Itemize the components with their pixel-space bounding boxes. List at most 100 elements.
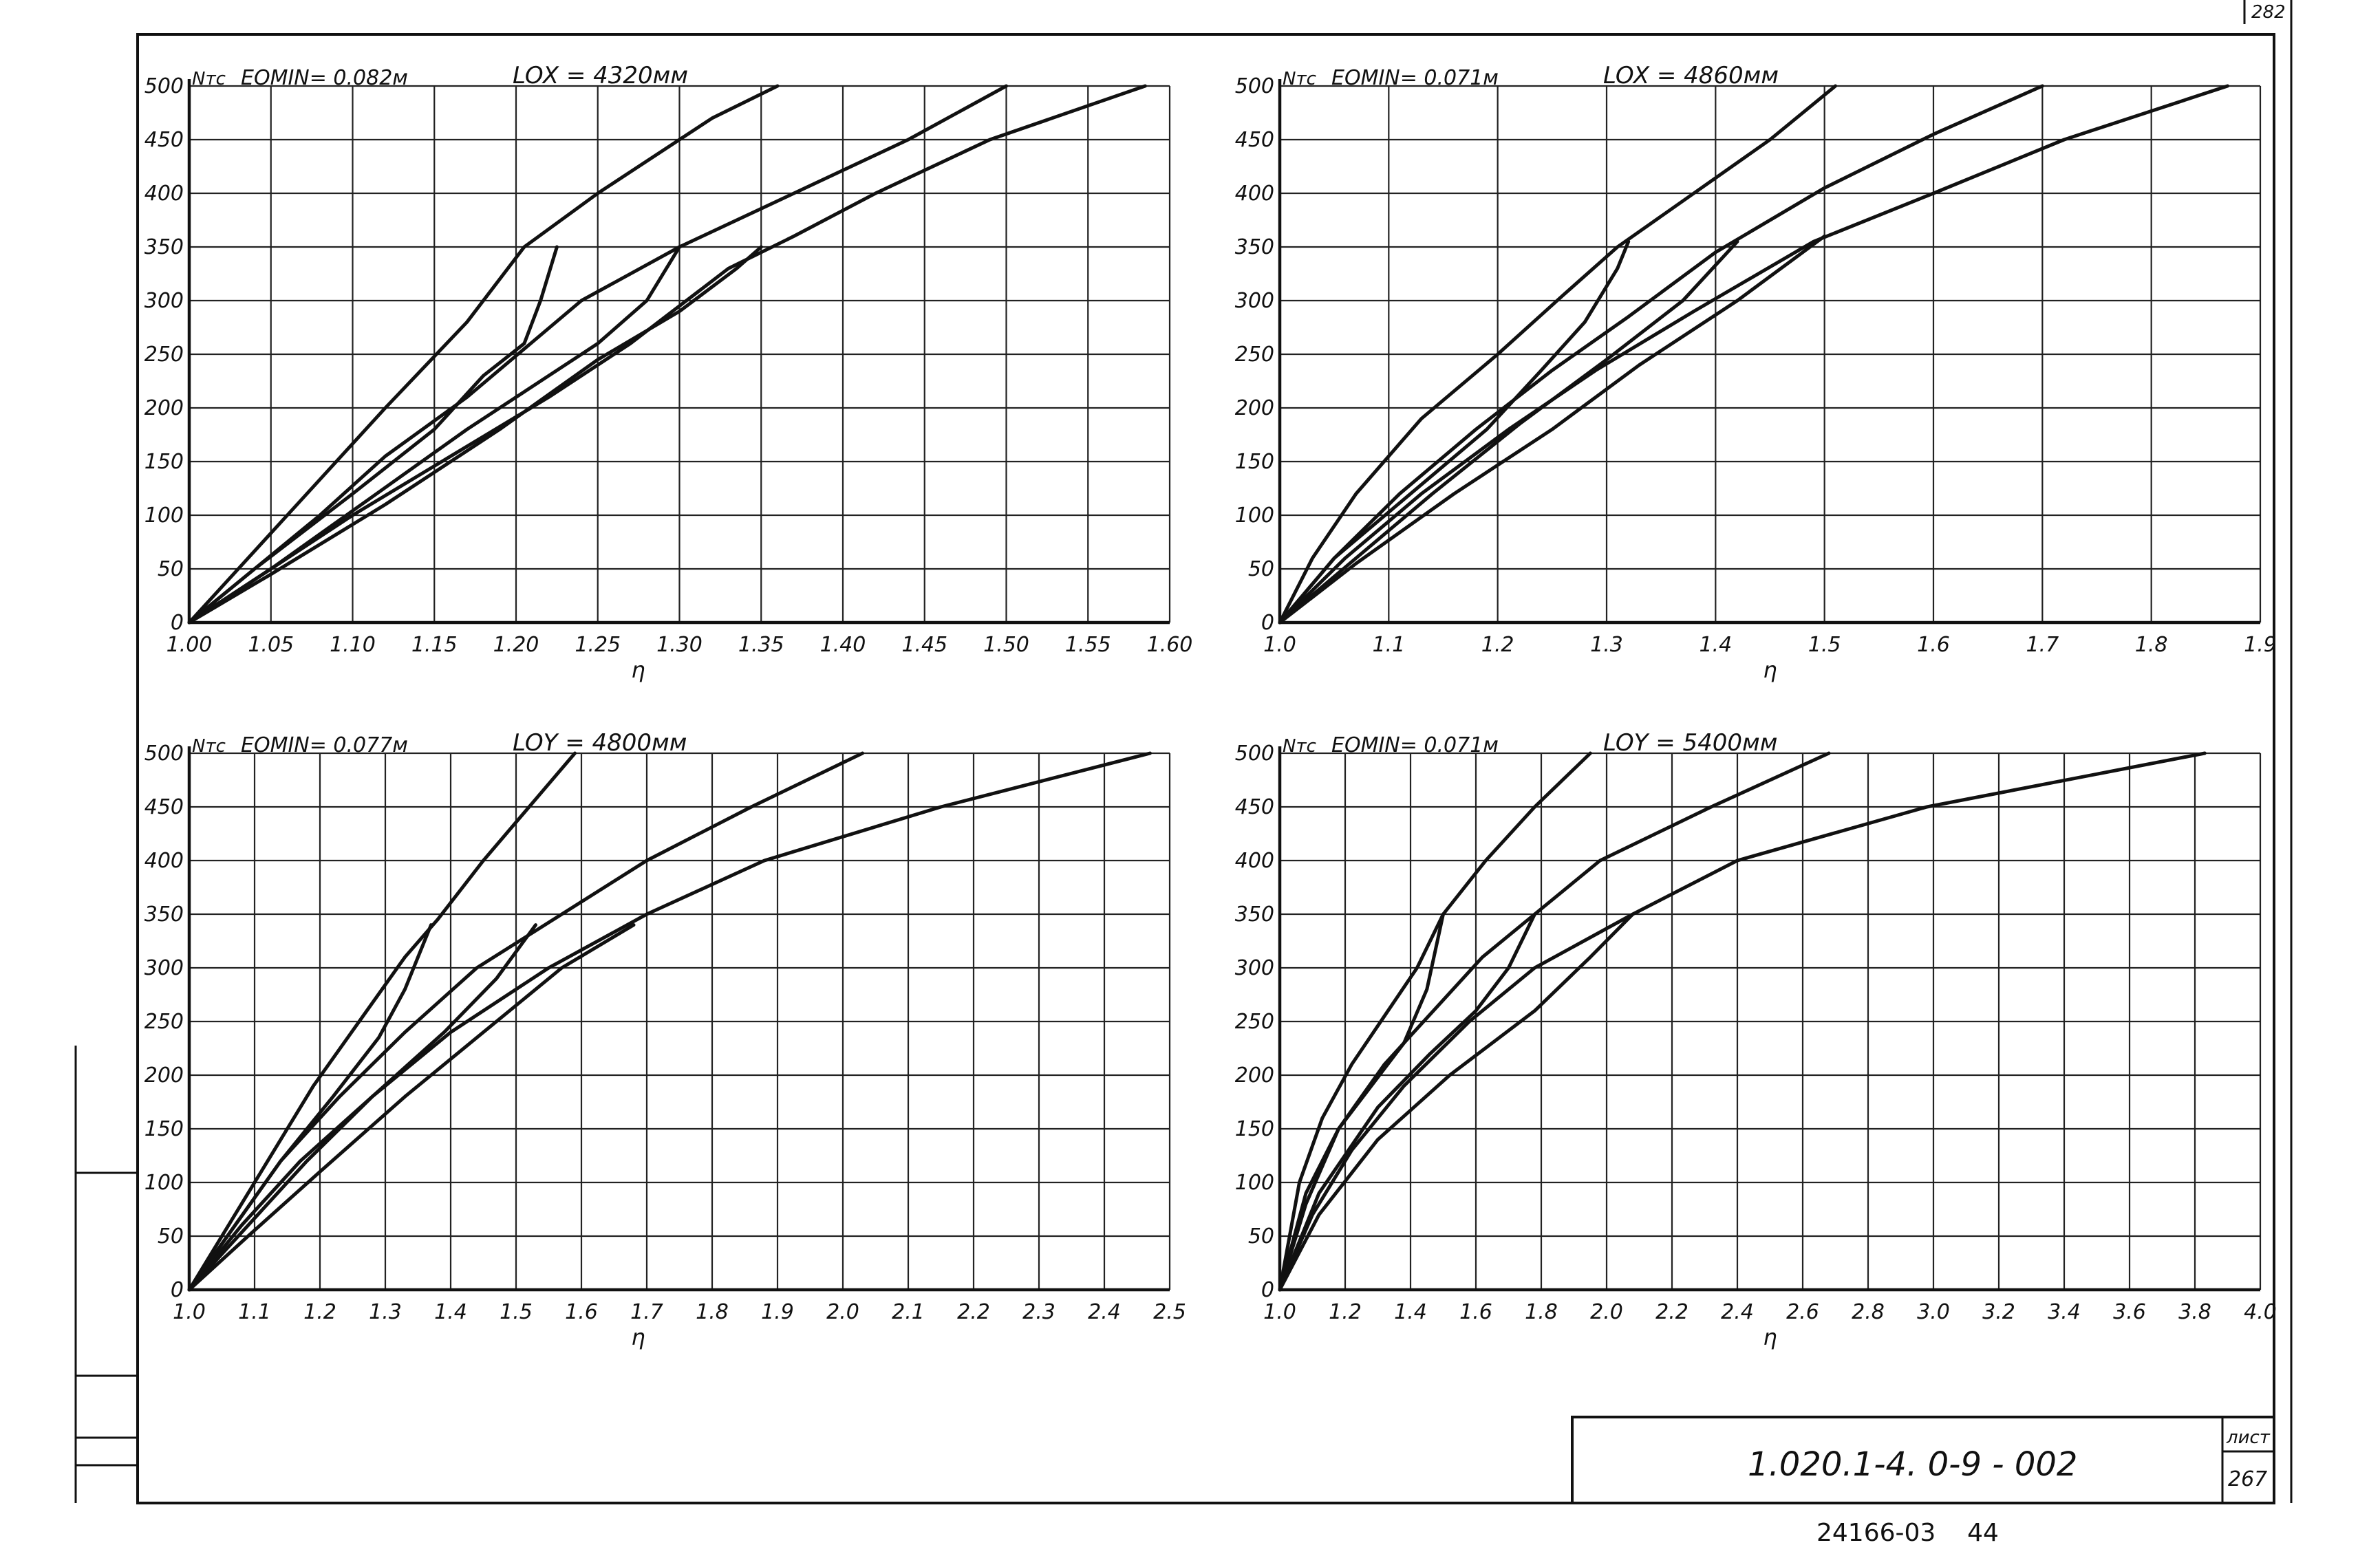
y-tick-label: 500: [144, 742, 184, 766]
x-tick-label: 1.9: [2244, 633, 2277, 657]
series-line-6: [187, 245, 763, 625]
x-axis-label: η: [631, 1324, 645, 1350]
y-tick-label: 200: [1235, 1063, 1274, 1088]
y-tick-label: 150: [144, 1117, 184, 1141]
chart-loy-4800: 1.0 1.1 1.2 1.3 1.4 1.5 1.6 1.7 1.8 1.9 2.0 2.1 2.2 2…: [144, 729, 1186, 1350]
eomin-label: EOMIN= 0.082м: [241, 66, 408, 90]
y-unit-label: Nтс: [192, 69, 226, 89]
series-line-4: [1278, 239, 1631, 625]
x-tick-label: 2.4: [1088, 1300, 1121, 1324]
y-tick-label: 150: [1235, 450, 1274, 474]
y-tick-label: 350: [1235, 903, 1274, 927]
series-line-1: [187, 751, 577, 1292]
length-label: LOY = 4800мм: [513, 729, 687, 757]
x-tick-label: 3.4: [2048, 1300, 2081, 1324]
x-tick-label: 1.8: [696, 1300, 729, 1324]
y-tick-label: 0: [171, 1278, 184, 1302]
y-tick-label: 150: [144, 450, 184, 474]
series-line-6: [1278, 912, 1635, 1292]
y-tick-label: 200: [144, 1063, 184, 1088]
x-tick-label: 1.55: [1065, 633, 1111, 657]
y-tick-label: 400: [1235, 849, 1274, 873]
eomin-label: EOMIN= 0.077м: [241, 733, 408, 757]
x-tick-label: 1.0: [1263, 633, 1296, 657]
y-tick-label: 0: [1261, 611, 1274, 635]
series-line-6: [1278, 234, 1827, 625]
x-tick-label: 1.05: [248, 633, 294, 657]
x-tick-label: 2.1: [892, 1300, 925, 1324]
y-tick-label: 450: [1235, 128, 1274, 152]
x-tick-label: 1.2: [1481, 633, 1514, 657]
y-tick-label: 200: [144, 396, 184, 420]
x-tick-label: 1.40: [820, 633, 866, 657]
x-tick-label: 4.0: [2244, 1300, 2277, 1324]
y-tick-label: 450: [144, 128, 184, 152]
y-tick-label: 50: [1248, 1224, 1274, 1249]
x-tick-label: 1.1: [1372, 633, 1405, 657]
eomin-label: EOMIN= 0.071м: [1331, 66, 1499, 90]
series-line-2: [1278, 84, 2044, 625]
x-tick-label: 1.6: [565, 1300, 598, 1324]
series-line-5: [187, 923, 537, 1292]
x-tick-label: 1.15: [411, 633, 458, 657]
corner-number: 282: [2251, 2, 2286, 23]
series-line-6: [187, 923, 636, 1292]
y-tick-label: 450: [144, 795, 184, 819]
y-tick-label: 0: [171, 611, 184, 635]
y-tick-label: 300: [1235, 956, 1274, 980]
chart-lox-4320: 1.00 1.05 1.10 1.15 1.20 1.25 1.30 1.35 1.40 1.45…: [144, 62, 1193, 683]
x-tick-label: 2.0: [1590, 1300, 1623, 1324]
x-tick-label: 1.6: [1459, 1300, 1492, 1324]
y-unit-label: Nтс: [1283, 736, 1316, 757]
x-tick-label: 3.0: [1917, 1300, 1950, 1324]
x-tick-label: 1.7: [2026, 633, 2059, 657]
y-tick-label: 400: [1235, 182, 1274, 206]
sheet-label: лист: [2226, 1427, 2271, 1448]
x-tick-label: 2.2: [1655, 1300, 1688, 1324]
title-block: 1.020.1-4. 0-9 - 002 лист 267: [1571, 1416, 2275, 1504]
series-line-2: [1278, 751, 1831, 1292]
series-line-5: [187, 245, 681, 625]
chart-loy-5400: 1.0 1.2 1.4 1.6 1.8 2.0 2.2 2.4 2.6 2.8 3.0 3.2 3.4 3…: [1235, 729, 2277, 1350]
x-axis-label: η: [631, 657, 645, 683]
x-tick-label: 1.30: [656, 633, 703, 657]
y-tick-label: 250: [1235, 1010, 1274, 1034]
series-line-2: [187, 84, 1008, 625]
series-line-1: [187, 84, 780, 625]
x-tick-label: 2.3: [1022, 1300, 1055, 1324]
x-axis-label: η: [1763, 1324, 1777, 1350]
y-tick-label: 500: [1235, 742, 1274, 766]
x-tick-label: 1.5: [1808, 633, 1841, 657]
y-tick-label: 150: [1235, 1117, 1274, 1141]
y-tick-label: 500: [1235, 74, 1274, 98]
y-tick-label: 50: [1248, 557, 1274, 581]
x-tick-label: 1.10: [330, 633, 376, 657]
x-tick-label: 1.25: [575, 633, 621, 657]
document-code: 1.020.1-4. 0-9 - 002: [1748, 1445, 2077, 1484]
series-line-3: [187, 84, 1147, 625]
y-tick-label: 400: [144, 849, 184, 873]
x-tick-label: 1.60: [1147, 633, 1193, 657]
y-tick-label: 500: [144, 74, 184, 98]
y-tick-label: 400: [144, 182, 184, 206]
y-unit-label: Nтс: [192, 736, 226, 757]
left-binding-strip: [74, 1046, 138, 1503]
x-tick-label: 1.9: [761, 1300, 794, 1324]
title-block-frame: [1571, 1416, 2275, 1504]
y-tick-label: 350: [144, 903, 184, 927]
y-tick-label: 250: [1235, 343, 1274, 367]
chart-lox-4860: 1.0 1.1 1.2 1.3 1.4 1.5 1.6 1.7 1.8 1.9 0 50 100 150 2…: [1235, 62, 2277, 683]
series-line-3: [1278, 84, 2229, 625]
x-tick-label: 1.0: [173, 1300, 206, 1324]
x-tick-label: 1.1: [238, 1300, 271, 1324]
x-tick-label: 1.8: [2135, 633, 2168, 657]
x-tick-label: 3.2: [1982, 1300, 2015, 1324]
length-label: LOX = 4860мм: [1603, 62, 1779, 89]
series-line-4: [1278, 912, 1445, 1292]
series-line-1: [1278, 751, 1592, 1292]
y-tick-label: 300: [1235, 289, 1274, 313]
x-tick-label: 2.8: [1852, 1300, 1885, 1324]
x-tick-label: 1.8: [1525, 1300, 1558, 1324]
x-tick-label: 1.20: [493, 633, 539, 657]
